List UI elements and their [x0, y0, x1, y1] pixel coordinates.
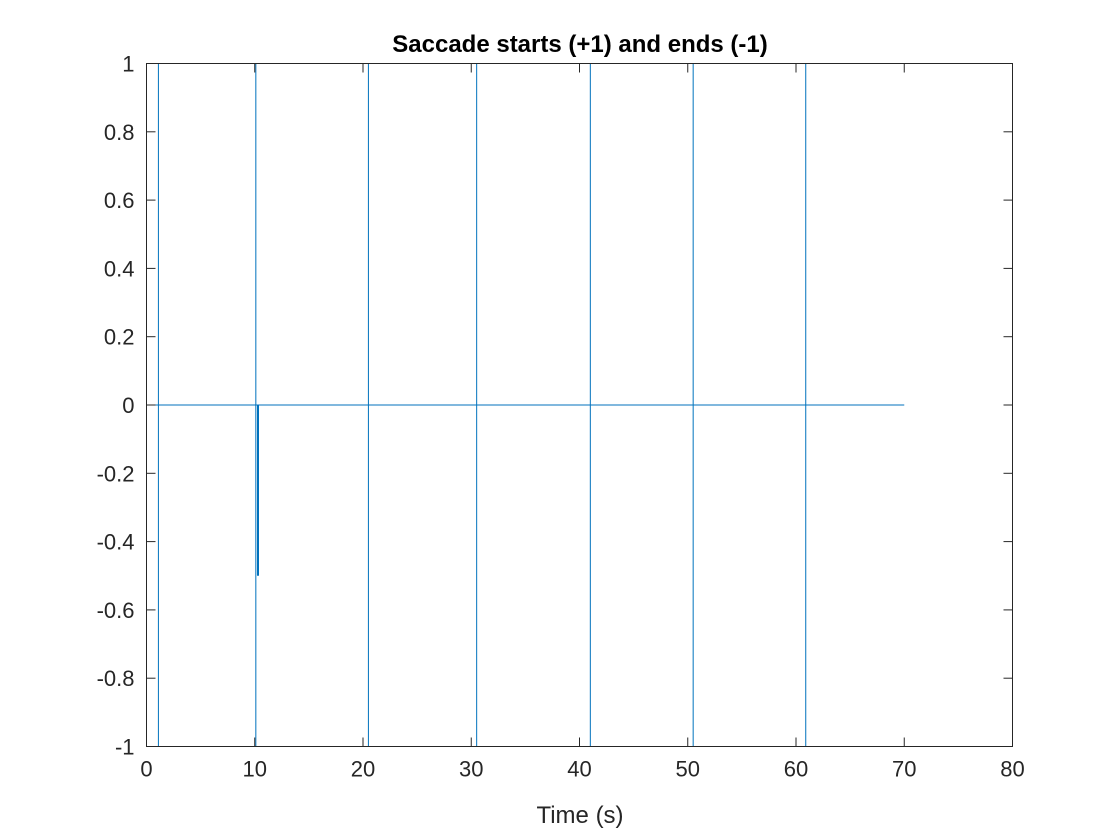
x-tick-label: 80 [1000, 757, 1024, 782]
x-tick-label: 20 [351, 757, 375, 782]
y-tick-label: 0.4 [104, 256, 135, 281]
x-axis-label: Time (s) [536, 802, 623, 829]
y-axis: -1 -0.8 -0.6 -0.4 -0.2 0 0.2 0.4 0.6 0.8 1 [97, 52, 1013, 760]
x-tick-label: 10 [243, 757, 267, 782]
x-tick-label: 70 [892, 757, 916, 782]
y-tick-label: -1 [115, 735, 135, 760]
y-tick-label: -0.6 [97, 598, 135, 623]
x-tick-label: 40 [567, 757, 591, 782]
y-tick-label: 1 [122, 52, 134, 77]
y-tick-label: 0.6 [104, 188, 135, 213]
y-tick-label: 0.2 [104, 325, 135, 350]
x-tick-label: 60 [784, 757, 808, 782]
y-tick-label: -0.8 [97, 666, 135, 691]
y-tick-label: -0.4 [97, 530, 135, 555]
x-tick-label: 30 [459, 757, 483, 782]
y-tick-label: -0.2 [97, 461, 135, 486]
x-tick-label: 50 [676, 757, 700, 782]
series-layer [146, 63, 905, 747]
y-tick-label: 0 [122, 393, 134, 418]
x-tick-label: 0 [140, 757, 152, 782]
x-axis: 0 10 20 30 40 50 60 70 80 [140, 63, 1025, 782]
chart-title: Saccade starts (+1) and ends (-1) [392, 31, 767, 58]
y-tick-label: 0.8 [104, 120, 135, 145]
